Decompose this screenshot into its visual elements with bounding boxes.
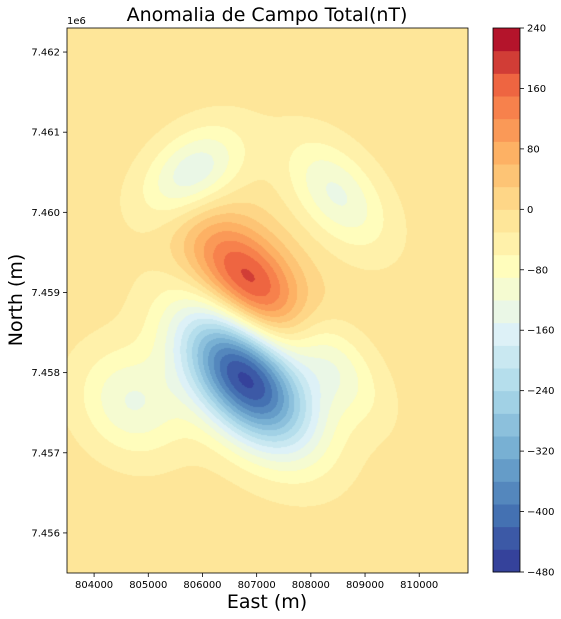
colorbar-tick-label: −80	[527, 265, 548, 276]
chart-title: Anomalia de Campo Total(nT)	[127, 4, 408, 26]
colorbar-band	[493, 345, 520, 369]
colorbar-band	[493, 96, 520, 120]
x-tick-label: 805000	[129, 580, 167, 591]
colorbar-tick-label: −400	[527, 507, 554, 518]
x-tick-label: 806000	[183, 580, 221, 591]
colorbar-band	[493, 28, 520, 52]
contour-fill	[67, 28, 468, 573]
colorbar-band	[493, 50, 520, 74]
y-tick-label: 7.461	[31, 128, 60, 139]
y-tick-label: 7.458	[31, 368, 60, 379]
colorbar-band	[493, 549, 520, 573]
colorbar-band	[493, 186, 520, 210]
x-axis-label: East (m)	[227, 591, 307, 613]
colorbar-axis: −480 −400 −320 −240 −160 −80 0 80 160 240	[520, 24, 554, 579]
colorbar-band	[493, 481, 520, 505]
x-tick-label: 809000	[346, 580, 384, 591]
colorbar-band	[493, 458, 520, 482]
colorbar	[492, 27, 521, 573]
colorbar-band	[493, 300, 520, 324]
y-tick-label: 7.462	[31, 48, 60, 59]
y-tick-label: 7.460	[31, 208, 60, 219]
y-axis-label: North (m)	[5, 254, 27, 347]
y-axis: 7.456 7.457 7.458 7.459 7.460 7.461 7.462	[31, 48, 67, 539]
x-tick-label: 807000	[238, 580, 276, 591]
colorbar-band	[493, 254, 520, 278]
colorbar-band	[493, 209, 520, 233]
colorbar-band	[493, 436, 520, 460]
colorbar-band	[493, 322, 520, 346]
colorbar-band	[493, 141, 520, 165]
colorbar-band	[493, 526, 520, 550]
colorbar-band	[493, 277, 520, 301]
colorbar-tick-label: −320	[527, 447, 554, 458]
colorbar-tick-label: 240	[527, 24, 546, 35]
x-tick-label: 808000	[292, 580, 330, 591]
y-tick-label: 7.456	[31, 528, 60, 539]
x-tick-label: 810000	[400, 580, 438, 591]
x-axis: 804000 805000 806000 807000 808000 809000 8100…	[75, 573, 438, 591]
colorbar-tick-label: −480	[527, 568, 554, 579]
colorbar-tick-label: 80	[527, 144, 540, 155]
colorbar-band	[493, 368, 520, 392]
colorbar-band	[493, 413, 520, 437]
colorbar-tick-label: −160	[527, 326, 554, 337]
colorbar-frame	[492, 27, 521, 573]
colorbar-band	[493, 73, 520, 97]
plot-frame	[66, 27, 469, 574]
colorbar-band	[493, 504, 520, 528]
y-tick-label: 7.457	[31, 448, 60, 459]
x-tick-label: 804000	[75, 580, 113, 591]
colorbar-band	[493, 164, 520, 188]
y-offset-text: 1e6	[67, 16, 86, 27]
colorbar-tick-label: 0	[527, 205, 533, 216]
colorbar-tick-label: −240	[527, 386, 554, 397]
y-tick-label: 7.459	[31, 288, 60, 299]
colorbar-tick-label: 160	[527, 84, 546, 95]
colorbar-band	[493, 390, 520, 414]
colorbar-band	[493, 118, 520, 142]
colorbar-band	[493, 232, 520, 256]
